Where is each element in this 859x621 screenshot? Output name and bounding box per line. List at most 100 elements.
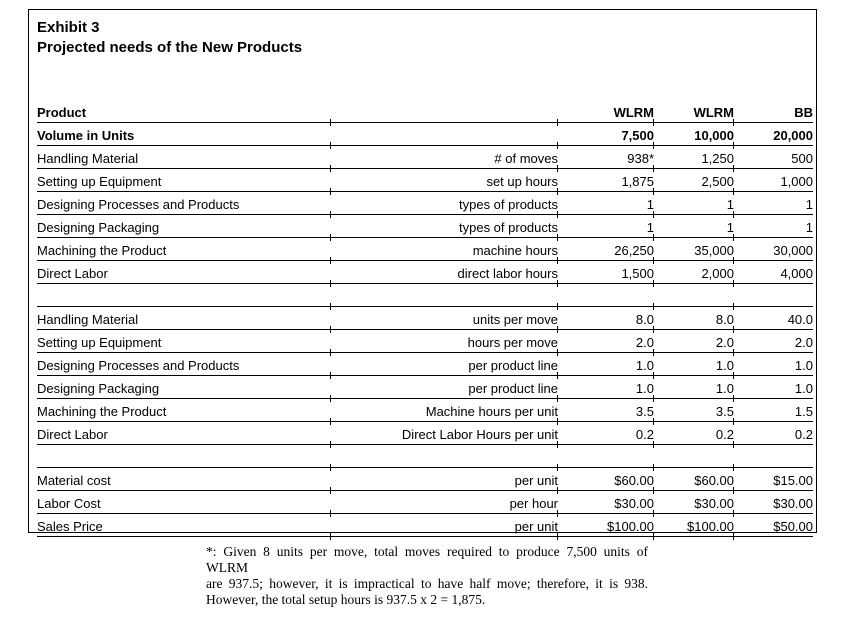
measure-cell: hours per move xyxy=(330,329,558,356)
table-row: Handling Material # of moves 938* 1,250 … xyxy=(37,145,813,172)
value-cell-wlrm2: 2,000 xyxy=(653,260,734,287)
header-col-wlrm1: WLRM xyxy=(557,100,654,126)
measure-cell: Direct Labor Hours per unit xyxy=(330,421,558,448)
value-cell-wlrm1: 8.0 xyxy=(557,306,654,333)
table-row: Handling Material units per move 8.0 8.0… xyxy=(37,306,813,333)
value-cell-wlrm1: 1 xyxy=(557,191,654,218)
value-cell-wlrm1: 1.0 xyxy=(557,375,654,402)
value-cell-bb: $30.00 xyxy=(733,490,813,517)
table-row: Designing Packaging per product line 1.0… xyxy=(37,375,813,402)
product-cell: Setting up Equipment xyxy=(37,168,331,192)
table-row: Direct Labor direct labor hours 1,500 2,… xyxy=(37,260,813,287)
value-cell-wlrm1: 0.2 xyxy=(557,421,654,448)
footnote-line-2: are 937.5; however, it is impractical to… xyxy=(206,576,648,591)
header-col-bb: BB xyxy=(733,100,813,126)
value-cell-wlrm1: 1,500 xyxy=(557,260,654,287)
table-row: Setting up Equipment hours per move 2.0 … xyxy=(37,329,813,356)
measure-cell: per product line xyxy=(330,375,558,402)
product-cell: Setting up Equipment xyxy=(37,329,331,353)
value-cell-bb: 500 xyxy=(733,145,813,172)
measure-cell: types of products xyxy=(330,191,558,218)
value-cell-wlrm1: 1.0 xyxy=(557,352,654,379)
table-row: Sales Price per unit $100.00 $100.00 $50… xyxy=(37,513,813,540)
product-cell: Direct Labor xyxy=(37,421,331,445)
product-cell: Volume in Units xyxy=(37,122,331,146)
measure-cell: Machine hours per unit xyxy=(330,398,558,425)
product-cell: Designing Processes and Products xyxy=(37,352,331,376)
value-cell-bb: $15.00 xyxy=(733,467,813,494)
value-cell-wlrm1: 938* xyxy=(557,145,654,172)
value-cell-wlrm1: 7,500 xyxy=(557,122,654,149)
value-cell-bb: 1.0 xyxy=(733,352,813,379)
value-cell-bb: 40.0 xyxy=(733,306,813,333)
value-cell-wlrm2: 2.0 xyxy=(653,329,734,356)
product-cell: Machining the Product xyxy=(37,237,331,261)
value-cell-bb: 2.0 xyxy=(733,329,813,356)
value-cell-wlrm2: 8.0 xyxy=(653,306,734,333)
footnote-line-1: *: Given 8 units per move, total moves r… xyxy=(206,544,648,575)
spacer-row xyxy=(37,283,813,310)
value-cell-wlrm1: 2.0 xyxy=(557,329,654,356)
value-cell-wlrm2: $100.00 xyxy=(653,513,734,540)
footnote-line-3: However, the total setup hours is 937.5 … xyxy=(206,592,486,607)
measure-cell: per hour xyxy=(330,490,558,517)
measure-cell: machine hours xyxy=(330,237,558,264)
table-header-row: Product WLRM WLRM BB xyxy=(37,100,813,126)
table-row: Setting up Equipment set up hours 1,875 … xyxy=(37,168,813,195)
value-cell-wlrm2: 1.0 xyxy=(653,375,734,402)
measure-cell: per unit xyxy=(330,467,558,494)
value-cell-wlrm1: $60.00 xyxy=(557,467,654,494)
table-row: Designing Processes and Products per pro… xyxy=(37,352,813,379)
value-cell-wlrm1: 1 xyxy=(557,214,654,241)
measure-cell: per product line xyxy=(330,352,558,379)
table-row: Direct Labor Direct Labor Hours per unit… xyxy=(37,421,813,448)
product-cell: Designing Processes and Products xyxy=(37,191,331,215)
measure-cell: set up hours xyxy=(330,168,558,195)
table-row: Labor Cost per hour $30.00 $30.00 $30.00 xyxy=(37,490,813,517)
table-row: Designing Packaging types of products 1 … xyxy=(37,214,813,241)
value-cell-wlrm2: 3.5 xyxy=(653,398,734,425)
table-row: Machining the Product machine hours 26,2… xyxy=(37,237,813,264)
value-cell-bb: 0.2 xyxy=(733,421,813,448)
value-cell-bb: 1.0 xyxy=(733,375,813,402)
measure-cell: # of moves xyxy=(330,145,558,172)
table-row: Designing Processes and Products types o… xyxy=(37,191,813,218)
value-cell-bb: 1.5 xyxy=(733,398,813,425)
value-cell-wlrm2: 0.2 xyxy=(653,421,734,448)
value-cell-wlrm2: 2,500 xyxy=(653,168,734,195)
product-cell: Material cost xyxy=(37,467,331,491)
volume-row: Volume in Units 7,500 10,000 20,000 xyxy=(37,122,813,149)
measure-cell: direct labor hours xyxy=(330,260,558,287)
value-cell-bb: $50.00 xyxy=(733,513,813,540)
value-cell-wlrm2: 1 xyxy=(653,214,734,241)
table-row: Machining the Product Machine hours per … xyxy=(37,398,813,425)
measure-cell: units per move xyxy=(330,306,558,333)
header-col-wlrm2: WLRM xyxy=(653,100,734,126)
value-cell-wlrm2: 1 xyxy=(653,191,734,218)
value-cell-wlrm2: 35,000 xyxy=(653,237,734,264)
value-cell-wlrm2: $60.00 xyxy=(653,467,734,494)
measure-cell: per unit xyxy=(330,513,558,540)
product-cell: Machining the Product xyxy=(37,398,331,422)
measure-cell xyxy=(330,122,558,149)
measure-cell: types of products xyxy=(330,214,558,241)
header-product-label: Product xyxy=(37,100,331,123)
value-cell-wlrm1: $100.00 xyxy=(557,513,654,540)
product-cell: Sales Price xyxy=(37,513,331,537)
exhibit-table: Product WLRM WLRM BB Volume in Units 7,5… xyxy=(37,100,813,540)
exhibit-subtitle: Projected needs of the New Products xyxy=(37,39,303,56)
value-cell-wlrm2: $30.00 xyxy=(653,490,734,517)
footnote: *: Given 8 units per move, total moves r… xyxy=(206,544,648,608)
value-cell-wlrm1: $30.00 xyxy=(557,490,654,517)
value-cell-bb: 1 xyxy=(733,214,813,241)
value-cell-bb: 20,000 xyxy=(733,122,813,149)
header-measure-cell xyxy=(330,100,558,126)
value-cell-wlrm2: 1.0 xyxy=(653,352,734,379)
product-cell: Designing Packaging xyxy=(37,375,331,399)
product-cell: Designing Packaging xyxy=(37,214,331,238)
product-cell: Labor Cost xyxy=(37,490,331,514)
value-cell-bb: 30,000 xyxy=(733,237,813,264)
value-cell-wlrm1: 26,250 xyxy=(557,237,654,264)
product-cell: Handling Material xyxy=(37,306,331,330)
